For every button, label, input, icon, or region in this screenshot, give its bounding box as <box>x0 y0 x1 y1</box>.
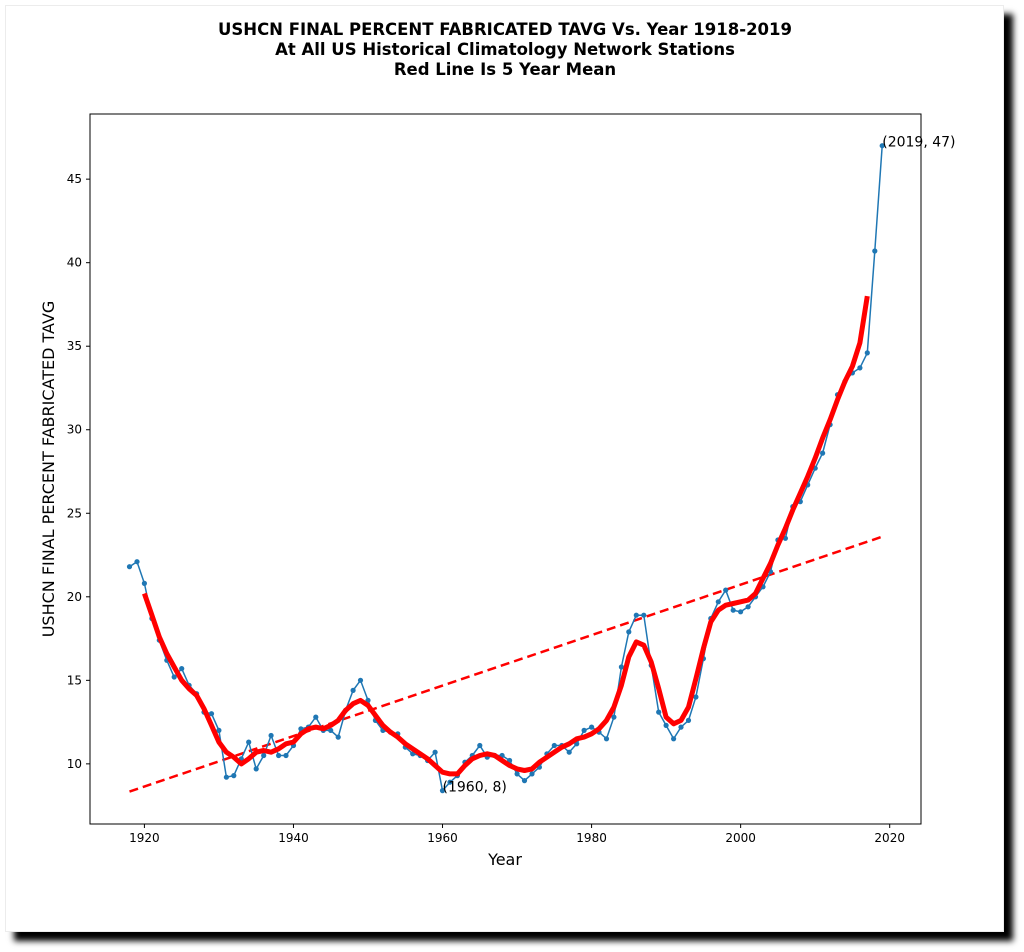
data-point-1982 <box>603 736 610 742</box>
data-point-1975 <box>551 742 557 749</box>
data-point-1993 <box>685 717 692 724</box>
chart-title: USHCN FINAL PERCENT FABRICATED TAVG Vs. … <box>0 20 1010 80</box>
data-point-1929 <box>208 711 215 717</box>
x-tick-label-1980: 1980 <box>576 831 607 845</box>
annotation-layer: (2019, 47) (1960, 8) <box>443 135 956 796</box>
data-point-1990 <box>663 722 669 729</box>
data-point-1932 <box>231 773 237 779</box>
data-point-1972 <box>529 771 535 777</box>
chart-title-line-1: USHCN FINAL PERCENT FABRICATED TAVG Vs. … <box>217 20 792 39</box>
data-point-1960 <box>439 788 446 794</box>
ticks-layer: 1920 1940 1960 1980 2000 2020 10 15 20 25 30 35 40 45 <box>67 172 905 845</box>
data-point-1997 <box>715 599 721 605</box>
data-point-1919 <box>134 559 140 565</box>
data-point-2011 <box>820 450 826 456</box>
data-point-1935 <box>253 766 259 772</box>
data-point-1984 <box>618 664 625 670</box>
data-point-1934 <box>246 739 252 745</box>
x-tick-label-1920: 1920 <box>129 831 160 845</box>
chart-title-line-3: Red Line Is 5 Year Mean <box>393 60 617 79</box>
data-point-2018 <box>872 248 878 254</box>
data-point-1925 <box>179 666 185 672</box>
data-point-2000 <box>738 609 744 615</box>
data-point-1970 <box>514 771 520 777</box>
data-point-1937 <box>268 732 274 739</box>
x-tick-label-2000: 2000 <box>725 831 756 845</box>
data-point-1938 <box>276 752 282 759</box>
data-point-1946 <box>335 734 341 740</box>
x-tick-label-1960: 1960 <box>427 831 458 845</box>
annual-series-line <box>129 145 883 793</box>
chart-title-line-2: At All US Historical Climatology Network… <box>275 40 735 59</box>
data-point-1998 <box>723 587 729 593</box>
series-layer <box>126 143 885 794</box>
data-point-1943 <box>313 714 319 720</box>
data-point-1918 <box>126 564 133 570</box>
y-tick-label-35: 35 <box>67 339 82 353</box>
data-point-1991 <box>671 736 677 742</box>
data-point-1945 <box>328 727 334 734</box>
data-point-1924 <box>171 674 177 680</box>
data-point-1985 <box>626 629 632 635</box>
data-point-1983 <box>611 714 617 720</box>
data-point-1986 <box>633 612 639 618</box>
data-point-2016 <box>857 365 863 371</box>
data-point-1980 <box>589 724 595 730</box>
y-axis-label: USHCN FINAL PERCENT FABRICATED TAVG <box>39 301 58 638</box>
data-point-1959 <box>432 749 438 755</box>
data-point-1949 <box>357 677 364 683</box>
data-point-1987 <box>641 612 647 618</box>
x-axis-label: Year <box>487 850 522 869</box>
x-tick-label-2020: 2020 <box>874 831 905 845</box>
data-point-1965 <box>477 742 483 749</box>
data-point-1971 <box>521 778 528 784</box>
annotation-1: (1960, 8) <box>443 780 507 796</box>
y-tick-label-10: 10 <box>67 757 82 771</box>
data-point-1920 <box>141 580 147 587</box>
y-tick-label-40: 40 <box>67 256 82 270</box>
y-tick-label-45: 45 <box>67 172 82 186</box>
data-point-1939 <box>283 752 289 759</box>
data-point-2017 <box>864 350 870 356</box>
y-tick-label-20: 20 <box>67 590 82 604</box>
data-point-2001 <box>745 604 751 610</box>
plot-frame <box>89 113 922 825</box>
trend-line <box>129 535 883 793</box>
five-year-mean-line <box>142 295 870 777</box>
data-point-2019 <box>879 143 885 149</box>
x-tick-label-1940: 1940 <box>278 831 309 845</box>
data-point-1961 <box>447 779 453 785</box>
y-tick-label-30: 30 <box>67 423 82 437</box>
data-point-1931 <box>223 774 229 780</box>
data-point-1948 <box>350 687 356 694</box>
y-tick-label-15: 15 <box>67 673 82 687</box>
data-point-1936 <box>261 752 267 759</box>
y-tick-label-25: 25 <box>67 506 82 520</box>
data-point-1979 <box>581 727 587 734</box>
data-point-1930 <box>216 727 222 734</box>
data-point-1989 <box>656 709 662 715</box>
data-point-1977 <box>566 749 572 755</box>
data-point-1994 <box>693 694 699 700</box>
annotation-0: (2019, 47) <box>882 135 955 151</box>
data-point-1999 <box>730 607 736 613</box>
data-point-1992 <box>678 724 684 730</box>
